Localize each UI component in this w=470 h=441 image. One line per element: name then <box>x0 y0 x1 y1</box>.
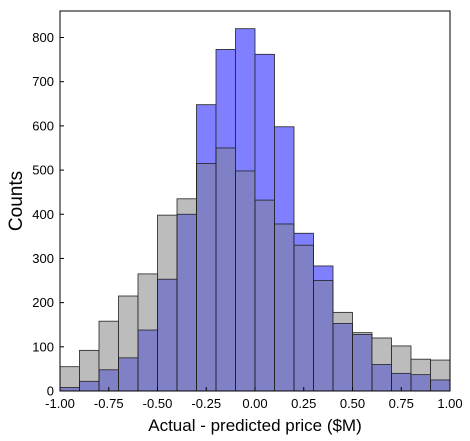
x-tick-label: 1.00 <box>437 396 462 411</box>
x-tick-label: 0.50 <box>340 396 365 411</box>
bar-overlap <box>372 364 392 391</box>
bar-overlap <box>352 334 372 391</box>
y-axis: 0 100 200 300 400 500 600 700 800 <box>32 30 64 399</box>
bar-excess <box>430 360 450 380</box>
bar-overlap <box>177 214 197 391</box>
x-tick-label: -0.25 <box>191 396 221 411</box>
bar-overlap <box>313 280 333 391</box>
bar-overlap <box>411 374 431 391</box>
bar-overlap <box>333 323 353 391</box>
bar-excess <box>157 215 177 280</box>
bar-excess <box>294 233 314 246</box>
bar-overlap <box>216 147 236 391</box>
bar-excess <box>411 359 431 375</box>
bar-excess <box>177 198 197 215</box>
bar-excess <box>196 104 216 164</box>
bar-excess <box>79 350 99 382</box>
bar-overlap <box>99 369 119 391</box>
bar-overlap <box>60 387 80 391</box>
bar-overlap <box>274 223 294 391</box>
bar-excess <box>235 28 255 171</box>
x-tick-label: 0.25 <box>291 396 316 411</box>
bar-excess <box>333 312 353 324</box>
bar-excess <box>313 265 333 281</box>
bar-excess <box>274 126 294 224</box>
y-tick-label: 500 <box>32 163 54 178</box>
bar-overlap <box>196 163 216 391</box>
bar-overlap <box>79 381 99 391</box>
y-tick-label: 700 <box>32 74 54 89</box>
bar-overlap <box>118 357 138 391</box>
bar-overlap <box>430 379 450 391</box>
bar-excess <box>391 345 411 374</box>
bar-overlap <box>391 373 411 391</box>
y-tick-label: 400 <box>32 207 54 222</box>
bar-excess <box>60 366 80 388</box>
x-tick-label: 0.75 <box>389 396 414 411</box>
y-tick-label: 100 <box>32 339 54 354</box>
x-tick-label: -0.75 <box>94 396 124 411</box>
bar-overlap <box>138 330 158 391</box>
y-tick-label: 600 <box>32 118 54 133</box>
x-tick-label: 0.00 <box>242 396 267 411</box>
bar-excess <box>118 296 138 358</box>
x-tick-label: -1.00 <box>45 396 75 411</box>
bar-excess <box>372 337 392 365</box>
x-tick-label: -0.50 <box>143 396 173 411</box>
x-axis: -1.00 -0.75 -0.50 -0.25 0.00 0.25 0.50 0.75 1.00 <box>45 387 463 411</box>
bar-excess <box>99 321 119 370</box>
y-tick-label: 800 <box>32 30 54 45</box>
y-tick-label: 0 <box>47 384 54 399</box>
bar-overlap <box>294 245 314 391</box>
y-tick-label: 300 <box>32 251 54 266</box>
bar-overlap <box>157 279 177 391</box>
x-axis-title: Actual - predicted price ($M) <box>148 416 362 435</box>
bar-excess <box>216 49 236 148</box>
bar-overlap <box>235 170 255 391</box>
bar-overlap <box>255 200 275 391</box>
y-axis-title: Counts <box>6 171 27 231</box>
bar-excess <box>255 54 275 201</box>
bars-layer <box>59 28 451 392</box>
y-tick-label: 200 <box>32 295 54 310</box>
bar-excess <box>138 273 158 331</box>
bar-excess <box>352 332 372 335</box>
